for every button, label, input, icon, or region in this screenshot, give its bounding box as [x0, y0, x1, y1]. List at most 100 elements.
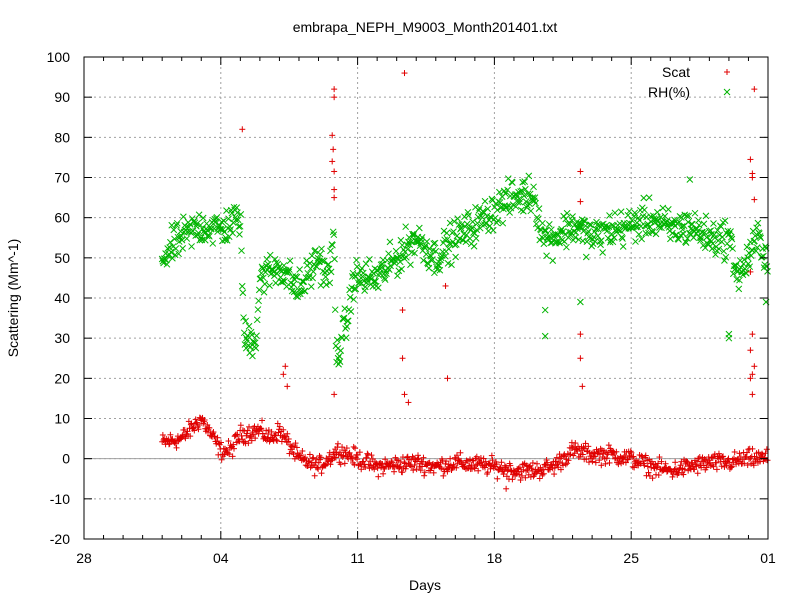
scat-point [259, 417, 266, 424]
scat-point [339, 444, 346, 451]
scat-point [257, 425, 264, 432]
scat-point [725, 455, 732, 462]
y-tick-label: 10 [54, 411, 70, 427]
y-tick-label: 80 [54, 129, 70, 145]
rh-point [236, 231, 243, 238]
y-tick-label: 0 [62, 451, 70, 467]
scat-point [250, 431, 257, 438]
rh-point [545, 220, 553, 228]
scat-point [656, 454, 663, 461]
rh-point [341, 305, 349, 312]
scat-outlier [331, 94, 338, 101]
rh-point [746, 263, 754, 271]
scat-point [368, 452, 375, 459]
scat-point [160, 436, 167, 443]
scat-point [653, 464, 660, 471]
scat-point [718, 463, 725, 470]
rh-point [649, 228, 656, 236]
scat-outlier [749, 391, 756, 398]
scat-point [222, 445, 229, 452]
rh-point [493, 206, 501, 214]
scat-point [334, 440, 341, 447]
rh-point [301, 287, 309, 295]
scat-point [187, 433, 194, 440]
scat-outlier [503, 485, 510, 492]
scat-point [605, 442, 612, 449]
rh-point [167, 248, 175, 256]
scat-point [316, 452, 323, 459]
rh-point [675, 218, 683, 226]
rh-point [362, 260, 370, 268]
scat-point [645, 469, 652, 476]
scat-point [252, 427, 259, 434]
scat-point [172, 440, 179, 447]
rh-point [715, 245, 723, 253]
scat-point [391, 468, 398, 475]
rh-point [667, 220, 675, 228]
rh-point [681, 211, 689, 219]
scat-point [214, 434, 221, 441]
x-tick-label: 25 [623, 550, 639, 566]
rh-point [422, 250, 430, 258]
rh-point [658, 224, 665, 232]
scat-point [557, 466, 564, 473]
scat-point [763, 446, 770, 453]
rh-point [418, 236, 425, 244]
rh-point [191, 219, 199, 227]
rh-point [411, 249, 418, 257]
y-tick-label: 60 [54, 210, 70, 226]
scat-point [498, 459, 505, 466]
scat-point [380, 470, 387, 477]
rh-point [236, 222, 244, 230]
scat-point [224, 449, 231, 456]
scat-point [538, 467, 545, 474]
rh-point [392, 247, 400, 255]
rh-point [255, 286, 263, 294]
rh-point [232, 216, 240, 224]
scat-point [527, 473, 534, 480]
rh-point [366, 274, 374, 282]
legend-marker-scat [724, 69, 730, 75]
rh-point [504, 186, 511, 194]
rh-point [329, 241, 336, 249]
rh-point [370, 278, 378, 285]
scat-point [583, 448, 590, 455]
rh-point [317, 282, 325, 289]
scat-point [521, 461, 528, 468]
rh-point [700, 220, 708, 228]
rh-point [350, 296, 358, 303]
scat-point [590, 449, 597, 456]
y-tick-labels: -20 -10 0 10 20 30 40 50 60 70 80 90 100 [47, 49, 71, 547]
rh-point [448, 261, 455, 269]
rh-point [327, 247, 334, 255]
scat-point [167, 431, 174, 438]
scat-point [488, 452, 495, 459]
scat-point [478, 459, 485, 466]
rh-point [318, 245, 325, 253]
rh-point [420, 256, 427, 264]
scat-point [489, 457, 496, 464]
scat-point [629, 454, 636, 461]
scat-point [442, 460, 449, 467]
scat-point [720, 453, 727, 460]
scat-point [654, 463, 661, 470]
rh-point [521, 178, 529, 185]
rh-point [706, 236, 714, 244]
rh-point [416, 242, 424, 250]
rh-point [385, 266, 393, 273]
rh-point [253, 316, 261, 324]
y-tick-label: 50 [54, 250, 70, 266]
rh-outlier [577, 298, 584, 306]
scat-point [318, 470, 325, 477]
rh-point [318, 257, 326, 265]
scat-point [582, 440, 589, 447]
rh-point [436, 266, 444, 274]
scat-point [658, 458, 665, 465]
rh-point [757, 234, 765, 242]
scat-point [534, 460, 541, 467]
rh-point [484, 205, 492, 213]
rh-point [506, 209, 513, 216]
scat-point [201, 417, 208, 424]
rh-point [423, 238, 431, 245]
scat-point [553, 454, 560, 461]
